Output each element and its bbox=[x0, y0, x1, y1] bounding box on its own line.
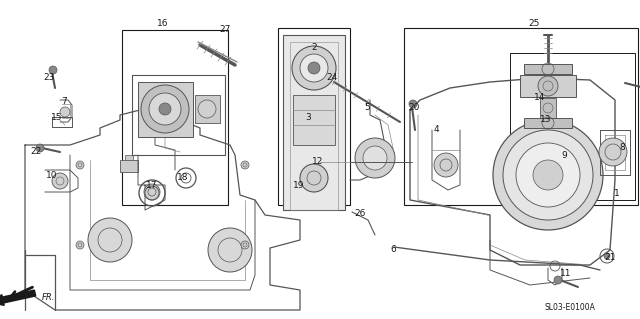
Bar bbox=[524, 64, 572, 74]
Circle shape bbox=[149, 93, 181, 125]
Bar bbox=[283, 35, 345, 210]
Circle shape bbox=[198, 100, 216, 118]
Bar bbox=[404, 28, 638, 205]
Bar bbox=[120, 160, 138, 172]
Text: 10: 10 bbox=[46, 172, 58, 181]
Text: 19: 19 bbox=[293, 181, 305, 189]
Text: 8: 8 bbox=[619, 144, 625, 152]
Circle shape bbox=[88, 218, 132, 262]
Text: 12: 12 bbox=[312, 157, 324, 166]
Circle shape bbox=[36, 144, 44, 152]
Text: 27: 27 bbox=[220, 26, 230, 34]
Text: 16: 16 bbox=[157, 19, 169, 27]
Text: 15: 15 bbox=[51, 113, 63, 122]
Circle shape bbox=[302, 106, 326, 130]
Circle shape bbox=[599, 138, 627, 166]
Circle shape bbox=[159, 103, 171, 115]
Text: 14: 14 bbox=[534, 93, 546, 101]
Circle shape bbox=[493, 120, 603, 230]
Circle shape bbox=[52, 173, 68, 189]
Text: 26: 26 bbox=[355, 209, 365, 218]
Text: 25: 25 bbox=[528, 19, 540, 27]
Text: 1: 1 bbox=[614, 189, 620, 197]
Circle shape bbox=[241, 161, 249, 169]
Text: 21: 21 bbox=[604, 254, 616, 263]
Bar bbox=[290, 42, 338, 210]
Circle shape bbox=[516, 143, 580, 207]
Circle shape bbox=[300, 54, 328, 82]
Bar bbox=[293, 95, 335, 145]
Circle shape bbox=[76, 241, 84, 249]
Circle shape bbox=[503, 130, 593, 220]
Text: 4: 4 bbox=[433, 125, 439, 135]
Circle shape bbox=[355, 138, 395, 178]
Circle shape bbox=[144, 184, 160, 200]
Text: 22: 22 bbox=[30, 147, 42, 157]
Text: 23: 23 bbox=[44, 73, 54, 83]
Bar bbox=[524, 118, 572, 128]
Text: 3: 3 bbox=[305, 114, 311, 122]
Circle shape bbox=[49, 66, 57, 74]
Circle shape bbox=[76, 161, 84, 169]
Bar bbox=[510, 53, 635, 200]
Circle shape bbox=[300, 164, 328, 192]
Bar bbox=[278, 28, 350, 205]
Circle shape bbox=[554, 276, 562, 284]
Circle shape bbox=[363, 146, 387, 170]
Circle shape bbox=[308, 62, 320, 74]
Text: 11: 11 bbox=[560, 270, 572, 278]
Circle shape bbox=[241, 241, 249, 249]
Bar bbox=[138, 82, 193, 137]
Text: 2: 2 bbox=[311, 42, 317, 51]
Circle shape bbox=[141, 85, 189, 133]
Text: 20: 20 bbox=[408, 102, 420, 112]
Bar bbox=[122, 30, 228, 205]
Bar bbox=[540, 98, 556, 118]
Circle shape bbox=[538, 76, 558, 96]
Text: 24: 24 bbox=[326, 73, 338, 83]
Text: SL03-E0100A: SL03-E0100A bbox=[545, 303, 595, 313]
Text: 7: 7 bbox=[61, 98, 67, 107]
Circle shape bbox=[292, 46, 336, 90]
Circle shape bbox=[604, 253, 610, 259]
Text: 5: 5 bbox=[364, 102, 370, 112]
Bar bbox=[520, 75, 576, 97]
Text: 6: 6 bbox=[390, 244, 396, 254]
Circle shape bbox=[533, 160, 563, 190]
Circle shape bbox=[208, 228, 252, 272]
Circle shape bbox=[294, 98, 334, 138]
Circle shape bbox=[60, 107, 70, 117]
Text: 9: 9 bbox=[561, 151, 567, 160]
Circle shape bbox=[434, 153, 458, 177]
Text: 18: 18 bbox=[177, 174, 189, 182]
Text: 13: 13 bbox=[540, 115, 552, 124]
FancyArrow shape bbox=[0, 290, 36, 305]
Text: FR.: FR. bbox=[42, 293, 54, 301]
Text: 17: 17 bbox=[147, 181, 157, 189]
Circle shape bbox=[409, 100, 417, 108]
Bar bbox=[195, 95, 220, 123]
Bar bbox=[125, 155, 133, 160]
